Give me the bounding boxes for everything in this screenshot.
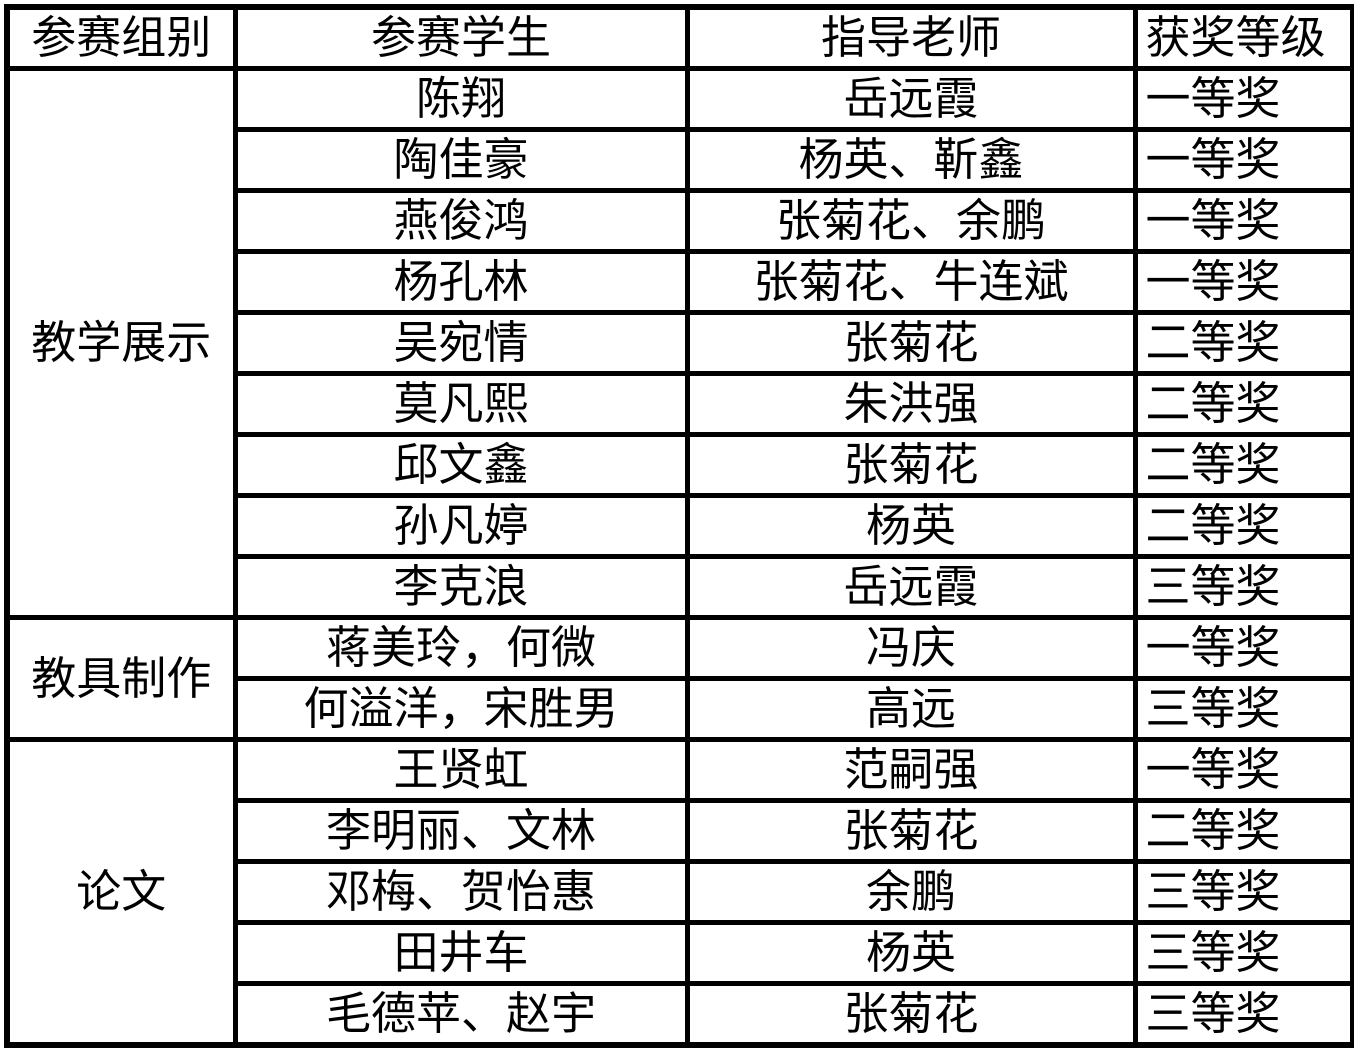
table-row: 邓梅、贺怡惠 余鹏 三等奖 — [7, 859, 1354, 925]
table-row: 教学展示 陈翔 岳远霞 一等奖 — [4, 66, 1354, 620]
teacher-cell: 张菊花 — [684, 310, 1138, 376]
award-table: 参赛组别 参赛学生 指导老师 获奖等级 教学展示 陈翔 岳远霞 一等奖 陶佳豪 … — [4, 4, 1354, 1048]
group-cell-teaching-aids: 教具制作 — [4, 615, 238, 742]
student-cell: 杨孔林 — [232, 249, 690, 315]
award-cell: 三等奖 — [1132, 981, 1354, 1048]
award-cell: 一等奖 — [1132, 737, 1354, 803]
table-row: 论文 王贤虹 范嗣强 一等奖 — [4, 737, 1354, 1048]
student-cell: 李明丽、文林 — [232, 798, 690, 864]
table-row: 陶佳豪 杨英、靳鑫 一等奖 — [7, 127, 1354, 193]
student-cell: 吴宛情 — [232, 310, 690, 376]
award-cell: 一等奖 — [1132, 249, 1354, 315]
teacher-cell: 余鹏 — [684, 859, 1138, 925]
table-row: 李克浪 岳远霞 三等奖 — [7, 554, 1354, 620]
award-cell: 二等奖 — [1132, 798, 1354, 864]
student-cell: 陈翔 — [232, 66, 690, 132]
teacher-cell: 张菊花、余鹏 — [684, 188, 1138, 254]
table-row: 毛德苹、赵宇 张菊花 三等奖 — [7, 981, 1354, 1048]
teacher-cell: 岳远霞 — [684, 554, 1138, 620]
header-row: 参赛组别 参赛学生 指导老师 获奖等级 — [4, 4, 1354, 71]
group-cell-thesis: 论文 — [4, 737, 238, 1048]
student-cell: 孙凡婷 — [232, 493, 690, 559]
award-cell: 三等奖 — [1132, 676, 1354, 742]
student-cell: 邱文鑫 — [232, 432, 690, 498]
student-cell: 毛德苹、赵宇 — [232, 981, 690, 1048]
teacher-cell: 杨英 — [684, 493, 1138, 559]
table-row: 莫凡熙 朱洪强 二等奖 — [7, 371, 1354, 437]
group-cell-teaching-demo: 教学展示 — [4, 66, 238, 620]
teacher-cell: 高远 — [684, 676, 1138, 742]
table-row: 杨孔林 张菊花、牛连斌 一等奖 — [7, 249, 1354, 315]
teacher-cell: 范嗣强 — [684, 737, 1138, 803]
award-cell: 一等奖 — [1132, 66, 1354, 132]
teacher-cell: 张菊花 — [684, 432, 1138, 498]
student-cell: 蒋美玲，何微 — [232, 615, 690, 681]
table-row: 吴宛情 张菊花 二等奖 — [7, 310, 1354, 376]
teacher-cell: 岳远霞 — [684, 66, 1138, 132]
award-cell: 二等奖 — [1132, 371, 1354, 437]
teacher-cell: 张菊花 — [684, 798, 1138, 864]
student-cell: 田井车 — [232, 920, 690, 986]
teacher-cell: 张菊花、牛连斌 — [684, 249, 1138, 315]
student-cell: 何溢洋，宋胜男 — [232, 676, 690, 742]
student-cell: 陶佳豪 — [232, 127, 690, 193]
student-cell: 王贤虹 — [232, 737, 690, 803]
award-cell: 三等奖 — [1132, 920, 1354, 986]
student-cell: 李克浪 — [232, 554, 690, 620]
award-cell: 二等奖 — [1132, 493, 1354, 559]
table-row: 李明丽、文林 张菊花 二等奖 — [7, 798, 1354, 864]
header-student: 参赛学生 — [232, 4, 690, 71]
teacher-cell: 杨英、靳鑫 — [684, 127, 1138, 193]
student-cell: 邓梅、贺怡惠 — [232, 859, 690, 925]
student-cell: 燕俊鸿 — [232, 188, 690, 254]
table-row: 何溢洋，宋胜男 高远 三等奖 — [7, 676, 1354, 742]
header-teacher: 指导老师 — [684, 4, 1138, 71]
award-cell: 三等奖 — [1132, 859, 1354, 925]
table-row: 田井车 杨英 三等奖 — [7, 920, 1354, 986]
award-cell: 一等奖 — [1132, 188, 1354, 254]
teacher-cell: 朱洪强 — [684, 371, 1138, 437]
table-row: 燕俊鸿 张菊花、余鹏 一等奖 — [7, 188, 1354, 254]
teacher-cell: 冯庆 — [684, 615, 1138, 681]
table-row: 教具制作 蒋美玲，何微 冯庆 一等奖 — [4, 615, 1354, 742]
award-cell: 二等奖 — [1132, 310, 1354, 376]
header-group: 参赛组别 — [4, 4, 238, 71]
table-row: 邱文鑫 张菊花 二等奖 — [7, 432, 1354, 498]
award-cell: 一等奖 — [1132, 615, 1354, 681]
award-cell: 二等奖 — [1132, 432, 1354, 498]
teacher-cell: 张菊花 — [684, 981, 1138, 1048]
header-award: 获奖等级 — [1132, 4, 1354, 71]
table-row: 孙凡婷 杨英 二等奖 — [7, 493, 1354, 559]
teacher-cell: 杨英 — [684, 920, 1138, 986]
student-cell: 莫凡熙 — [232, 371, 690, 437]
award-cell: 一等奖 — [1132, 127, 1354, 193]
award-cell: 三等奖 — [1132, 554, 1354, 620]
